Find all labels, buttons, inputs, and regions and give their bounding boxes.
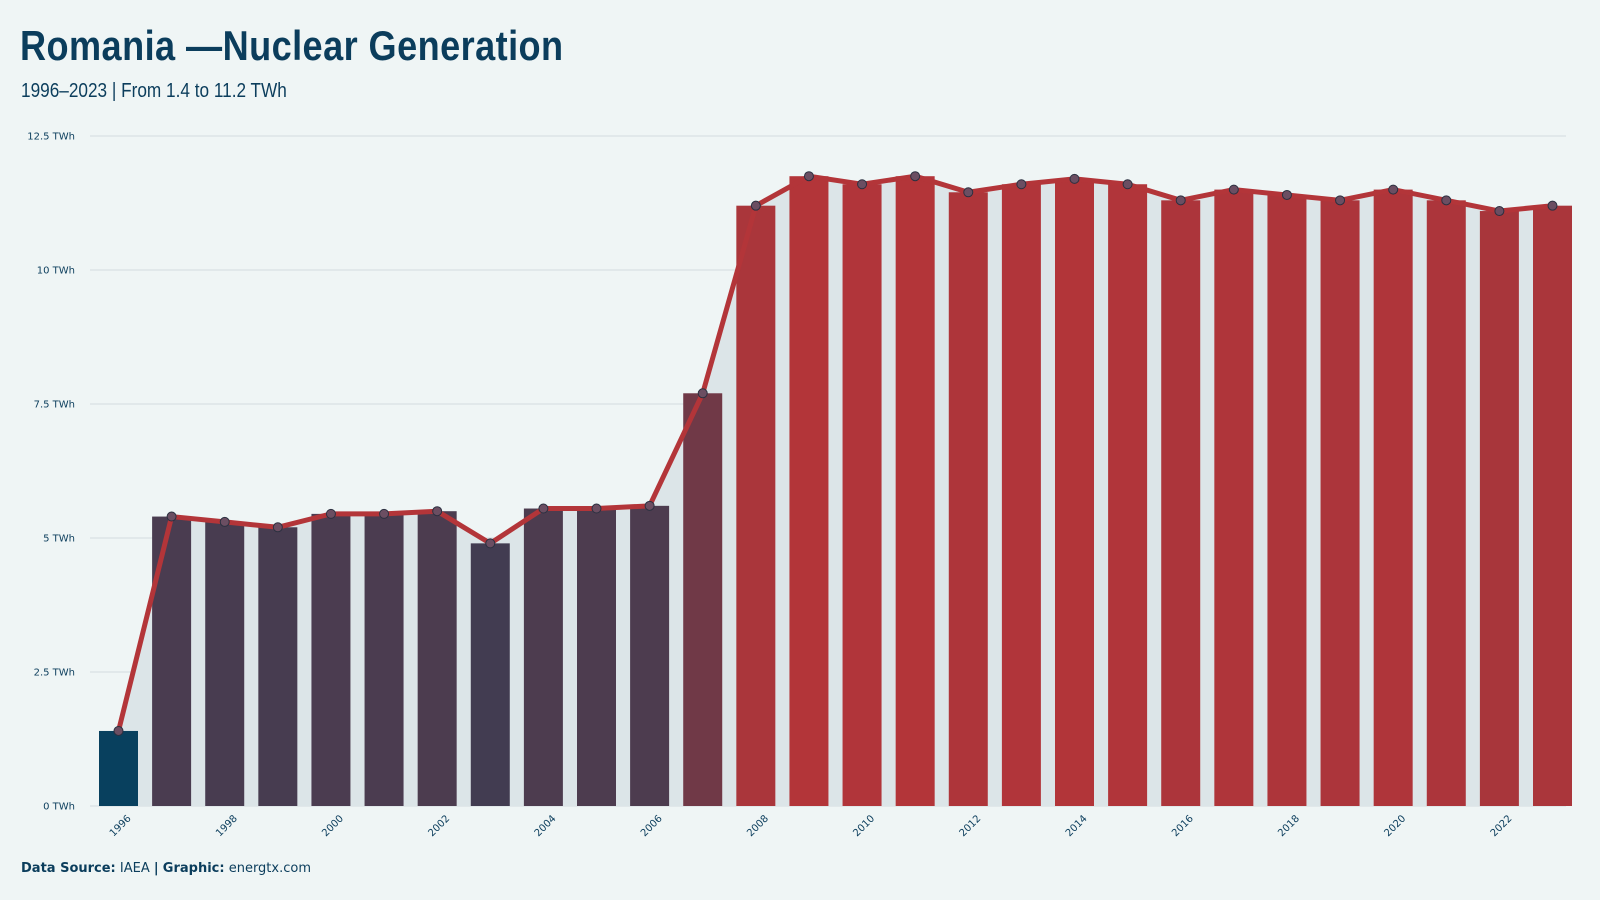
bar-1998 xyxy=(205,521,245,806)
point-2001 xyxy=(379,508,390,519)
graphic-value: energtx.com xyxy=(228,861,311,876)
x-tick-label: 2022 xyxy=(1489,813,1515,839)
x-tick-label: 2000 xyxy=(320,813,346,839)
point-2020 xyxy=(1388,184,1399,195)
point-2007 xyxy=(697,388,708,399)
point-2019 xyxy=(1335,195,1346,206)
bar-2016 xyxy=(1161,200,1201,806)
bar-2001 xyxy=(364,513,404,806)
bar-2006 xyxy=(630,505,670,806)
bar-2011 xyxy=(895,176,935,806)
y-tick-label: 2.5 TWh xyxy=(34,668,75,679)
bar-2015 xyxy=(1108,184,1148,807)
x-axis-ticks: 1996 1998 2000 2002 2004 2006 2008 2010 2012 2014… xyxy=(108,813,1515,839)
x-tick-label: 2002 xyxy=(427,813,453,839)
point-2010 xyxy=(857,179,868,190)
point-1997 xyxy=(166,511,177,522)
bar-2007 xyxy=(683,393,723,806)
y-tick-label: 5 TWh xyxy=(43,534,75,545)
point-2004 xyxy=(538,503,549,514)
point-1999 xyxy=(272,522,283,533)
point-2000 xyxy=(325,508,336,519)
source-label: Data Source: xyxy=(21,861,116,876)
x-tick-label: 2014 xyxy=(1064,813,1090,839)
point-2011 xyxy=(910,171,921,182)
bar-1996 xyxy=(99,730,138,806)
point-2006 xyxy=(644,500,655,511)
bar-2020 xyxy=(1373,189,1413,807)
bar-2005 xyxy=(577,508,616,806)
point-2017 xyxy=(1228,184,1239,195)
x-tick-label: 2018 xyxy=(1276,813,1302,839)
point-2018 xyxy=(1281,189,1292,200)
y-tick-label: 10 TWh xyxy=(37,266,75,277)
point-2016 xyxy=(1175,195,1186,206)
x-tick-label: 2012 xyxy=(958,813,984,839)
footer-credits: Data Source: IAEA | Graphic: energtx.com xyxy=(21,861,311,876)
y-axis-ticks: 0 TWh 2.5 TWh 5 TWh 7.5 TWh 10 TWh 12.5 TWh xyxy=(27,132,75,813)
bar-2010 xyxy=(842,184,882,807)
x-tick-label: 1998 xyxy=(214,813,240,839)
graphic-label: Graphic: xyxy=(162,861,225,876)
point-2003 xyxy=(485,538,496,549)
trend-line-layer xyxy=(116,173,1555,734)
point-2012 xyxy=(963,187,974,198)
bar-1997 xyxy=(152,516,192,806)
bar-2014 xyxy=(1055,178,1094,806)
bar-2000 xyxy=(311,513,351,806)
point-2005 xyxy=(591,503,602,514)
point-2009 xyxy=(803,171,814,182)
chart-subtitle: 1996–2023 | From 1.4 to 11.2 TWh xyxy=(21,80,287,102)
bar-2012 xyxy=(948,192,988,806)
bar-2022 xyxy=(1479,211,1519,807)
x-tick-label: 2016 xyxy=(1170,813,1196,839)
y-tick-label: 0 TWh xyxy=(43,802,75,813)
point-2002 xyxy=(432,506,443,517)
trend-line xyxy=(116,173,1555,734)
bar-2023 xyxy=(1533,205,1572,806)
bar-1999 xyxy=(258,527,298,806)
x-tick-label: 2020 xyxy=(1383,813,1409,839)
bar-2013 xyxy=(1001,184,1041,807)
point-1998 xyxy=(219,516,230,527)
point-2008 xyxy=(750,200,761,211)
markers xyxy=(113,171,1558,736)
x-tick-label: 2004 xyxy=(533,813,559,839)
point-2013 xyxy=(1016,179,1027,190)
bar-2017 xyxy=(1214,189,1254,807)
point-2021 xyxy=(1441,195,1452,206)
bar-2021 xyxy=(1426,200,1466,806)
y-tick-label: 7.5 TWh xyxy=(34,400,75,411)
bar-2004 xyxy=(523,508,563,806)
x-tick-label: 2006 xyxy=(639,813,665,839)
source-value: IAEA xyxy=(119,861,150,876)
x-tick-label: 1996 xyxy=(108,813,134,839)
point-2015 xyxy=(1122,179,1133,190)
bar-2018 xyxy=(1267,194,1307,806)
x-tick-label: 2008 xyxy=(745,813,771,839)
point-2023 xyxy=(1547,200,1558,211)
bars xyxy=(99,176,1572,807)
bar-2019 xyxy=(1320,200,1360,806)
point-2014 xyxy=(1069,173,1080,184)
bar-2003 xyxy=(470,543,510,806)
point-2022 xyxy=(1494,206,1505,217)
point-1996 xyxy=(113,725,124,736)
chart-title: Romania —Nuclear Generation xyxy=(20,22,564,69)
footer-separator: | xyxy=(153,861,159,876)
bar-2008 xyxy=(736,205,776,806)
y-tick-label: 12.5 TWh xyxy=(27,132,75,143)
x-tick-label: 2010 xyxy=(851,813,877,839)
bar-2002 xyxy=(417,511,457,806)
bar-2009 xyxy=(789,176,829,806)
